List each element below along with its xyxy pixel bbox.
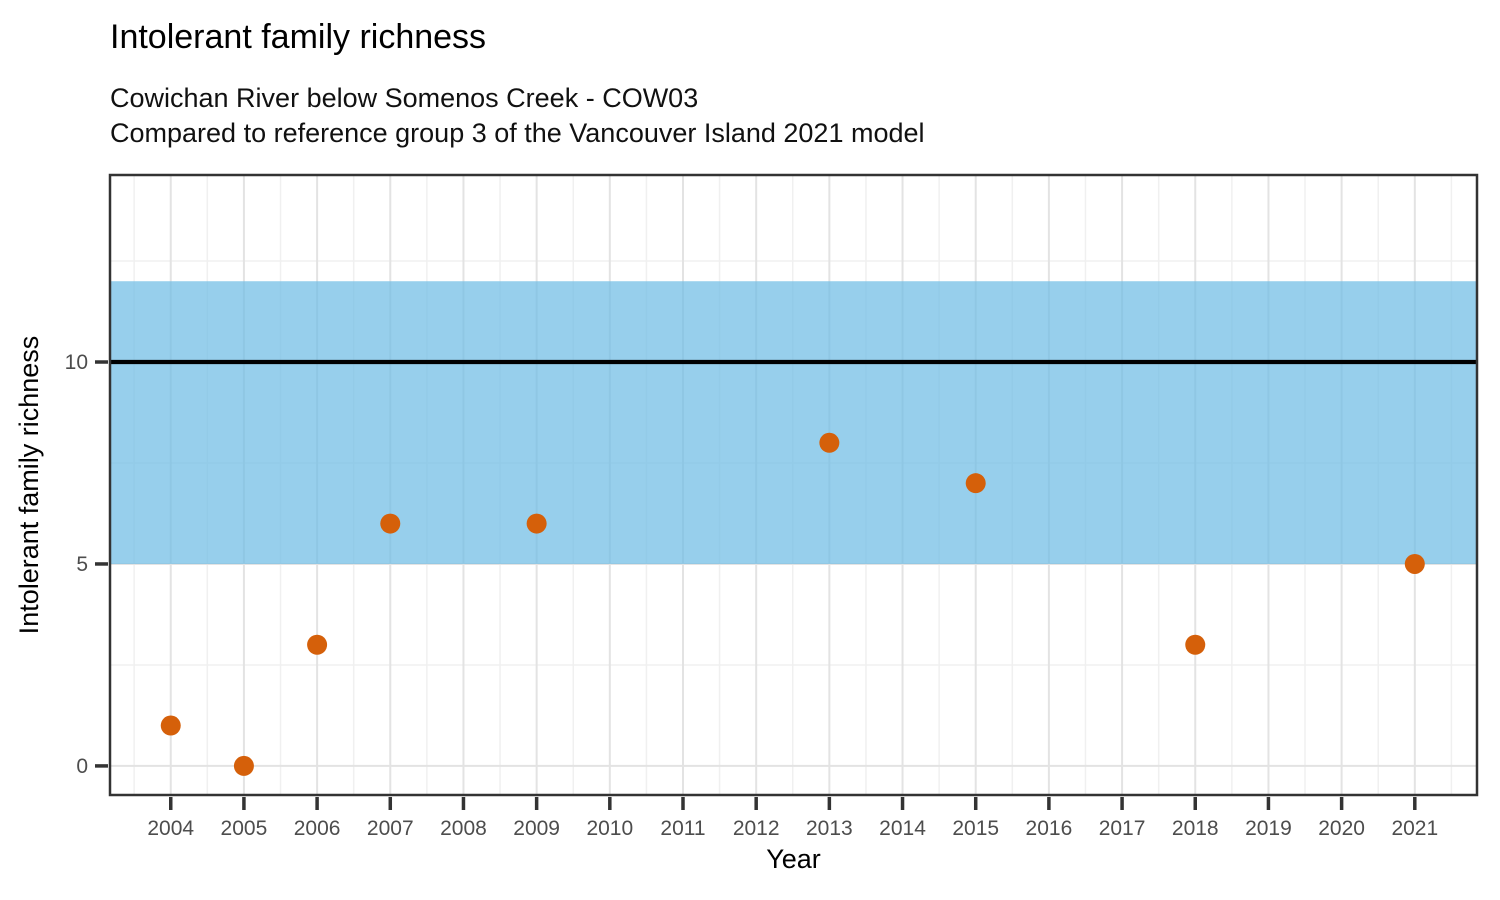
data-point bbox=[160, 715, 181, 736]
data-point bbox=[1185, 634, 1206, 655]
data-point bbox=[965, 473, 986, 494]
data-point bbox=[380, 513, 401, 534]
x-tick-label: 2013 bbox=[806, 817, 853, 840]
data-point bbox=[526, 513, 547, 534]
x-axis-title: Year bbox=[766, 844, 821, 874]
y-axis-title: Intolerant family richness bbox=[14, 336, 44, 635]
chart-subtitle-line-2: Compared to reference group 3 of the Van… bbox=[110, 118, 925, 148]
x-tick-label: 2007 bbox=[367, 817, 414, 840]
x-tick-label: 2020 bbox=[1318, 817, 1365, 840]
x-tick-label: 2017 bbox=[1099, 817, 1146, 840]
data-point bbox=[307, 634, 328, 655]
x-tick-label: 2010 bbox=[586, 817, 633, 840]
x-tick-label: 2011 bbox=[660, 817, 705, 840]
chart-subtitle-line-1: Cowichan River below Somenos Creek - COW… bbox=[110, 83, 699, 113]
chart-subtitle: Cowichan River below Somenos Creek - COW… bbox=[110, 81, 925, 151]
y-tick-label: 10 bbox=[65, 351, 88, 374]
x-tick-label: 2021 bbox=[1391, 817, 1438, 840]
x-tick-label: 2016 bbox=[1026, 817, 1073, 840]
panel-border bbox=[108, 173, 1479, 797]
x-tick-label: 2015 bbox=[952, 817, 999, 840]
x-tick-label: 2019 bbox=[1245, 817, 1292, 840]
x-tick-label: 2008 bbox=[440, 817, 487, 840]
data-point bbox=[819, 432, 840, 453]
chart-title: Intolerant family richness bbox=[110, 18, 487, 56]
y-tick-label: 0 bbox=[76, 755, 88, 778]
x-tick-label: 2005 bbox=[221, 817, 268, 840]
reference-band bbox=[110, 281, 1477, 564]
x-tick-label: 2006 bbox=[294, 817, 341, 840]
x-tick-label: 2018 bbox=[1172, 817, 1219, 840]
data-point bbox=[1404, 553, 1425, 574]
x-tick-label: 2012 bbox=[733, 817, 780, 840]
x-tick-label: 2009 bbox=[513, 817, 560, 840]
data-point bbox=[233, 755, 254, 776]
x-tick-label: 2014 bbox=[879, 817, 926, 840]
x-tick-label: 2004 bbox=[147, 817, 194, 840]
y-tick-label: 5 bbox=[76, 553, 88, 576]
